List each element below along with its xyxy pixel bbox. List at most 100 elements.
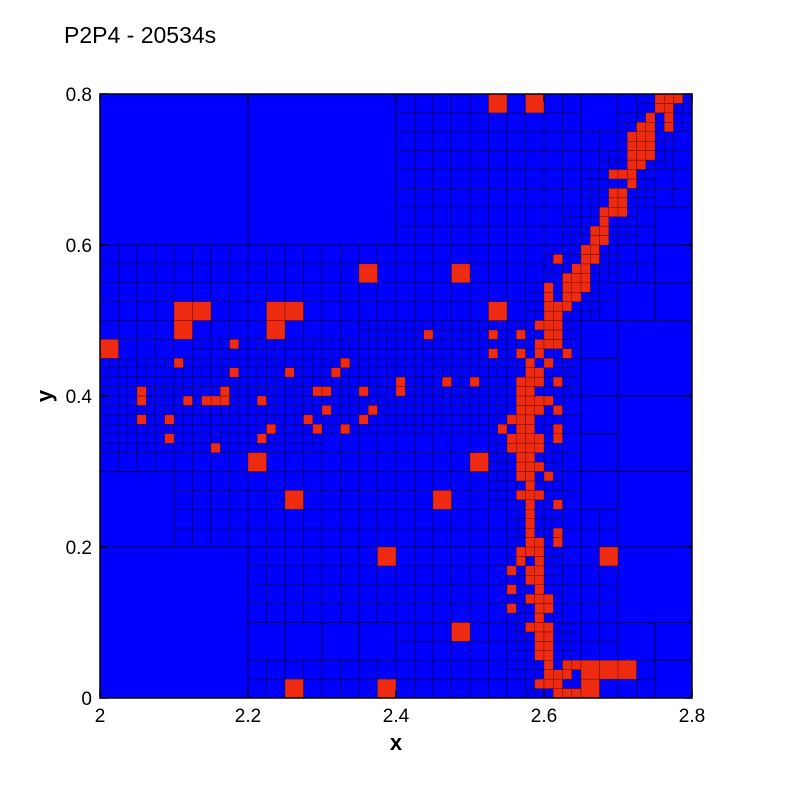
refined-cell: [553, 499, 563, 510]
refined-cell: [516, 329, 526, 340]
refined-cell: [543, 282, 554, 293]
refined-cell: [516, 405, 526, 416]
refined-cell: [516, 433, 526, 444]
refined-cell: [553, 527, 563, 538]
refined-cell: [627, 140, 637, 151]
refined-cell: [432, 490, 452, 510]
refined-cell: [534, 367, 545, 378]
refined-cell: [340, 358, 350, 368]
refined-cell: [590, 235, 600, 246]
refined-cell: [469, 452, 489, 472]
refined-cell: [451, 622, 471, 642]
refined-cell: [590, 225, 600, 236]
refined-cell: [599, 546, 619, 567]
refined-cell: [525, 499, 535, 510]
refined-cell: [136, 414, 147, 425]
refined-cell: [645, 131, 656, 142]
refined-cell: [164, 433, 175, 444]
refined-cell: [534, 461, 545, 472]
refined-cell: [220, 386, 230, 397]
refined-cell: [506, 603, 517, 614]
refined-cell: [534, 442, 545, 453]
refined-cell: [580, 254, 591, 265]
refined-cell: [506, 414, 517, 425]
refined-cell: [636, 122, 646, 132]
refined-cell: [488, 329, 498, 340]
refined-cell: [395, 376, 406, 387]
refined-cell: [303, 414, 313, 425]
refined-cell: [534, 348, 545, 359]
refined-cell: [571, 282, 582, 293]
refined-cell: [617, 169, 628, 180]
refined-cell: [525, 442, 535, 453]
refined-cell: [645, 140, 656, 151]
x-tick-label: 2.2: [235, 706, 261, 727]
refined-cell: [525, 518, 535, 529]
refined-cell: [599, 225, 609, 236]
refined-cell: [516, 386, 526, 397]
refined-cell: [636, 140, 646, 151]
refined-cell: [220, 395, 230, 406]
refined-cell: [608, 169, 619, 180]
refined-cell: [488, 301, 508, 321]
y-tick-label: 0.8: [66, 85, 92, 106]
refined-cell: [534, 395, 545, 406]
refined-cell: [543, 320, 554, 331]
refined-cell: [266, 320, 286, 340]
refined-cell: [654, 94, 665, 104]
refined-cell: [562, 273, 572, 283]
refined-cell: [229, 339, 239, 350]
refined-cell: [636, 159, 646, 170]
refined-cell: [562, 660, 572, 670]
refined-cell: [506, 433, 517, 444]
refined-cell: [664, 103, 674, 114]
x-tick-label: 2: [95, 706, 106, 727]
refined-cell: [525, 527, 535, 538]
refined-cell: [543, 660, 554, 670]
refined-cells-layer: [100, 94, 683, 698]
refined-cell: [580, 678, 600, 698]
refined-cell: [534, 376, 545, 387]
refined-cell: [543, 631, 554, 642]
refined-cell: [368, 405, 378, 416]
refined-cell: [525, 575, 535, 585]
refined-cell: [506, 584, 517, 595]
refined-cell: [516, 490, 526, 501]
refined-cell: [534, 603, 545, 614]
refined-cell: [543, 310, 554, 321]
refined-cell: [562, 348, 572, 359]
refined-cell: [599, 235, 609, 246]
refined-cell: [608, 188, 619, 199]
refined-cell: [664, 112, 674, 123]
refined-cell: [136, 395, 147, 406]
chart-title: P2P4 - 20534s: [64, 22, 217, 48]
refined-cell: [525, 461, 535, 472]
refined-cell: [562, 688, 572, 698]
refined-cell: [599, 207, 609, 217]
refined-cell: [543, 593, 554, 604]
refined-cell: [497, 424, 508, 434]
refined-cell: [516, 461, 526, 472]
refined-cell: [284, 367, 295, 378]
refined-cell: [553, 405, 563, 416]
refined-cell: [506, 442, 517, 453]
refined-cell: [229, 367, 239, 378]
refined-cell: [571, 660, 582, 670]
y-tick-label: 0.2: [66, 538, 92, 559]
refined-cell: [664, 94, 674, 104]
refined-cell: [543, 395, 554, 406]
y-axis-label: y: [32, 389, 57, 402]
refined-cell: [534, 556, 545, 567]
refined-cell: [627, 131, 637, 142]
refined-cell: [340, 424, 350, 434]
refined-cell: [525, 433, 535, 444]
refined-cell: [525, 424, 535, 434]
refined-cell: [543, 650, 554, 661]
refined-cell: [192, 301, 212, 321]
refined-cell: [210, 442, 221, 453]
refined-cell: [608, 197, 619, 208]
refined-cell: [525, 537, 535, 548]
refined-cell: [580, 282, 591, 293]
refined-cell: [525, 405, 535, 416]
refined-cell: [599, 660, 619, 680]
